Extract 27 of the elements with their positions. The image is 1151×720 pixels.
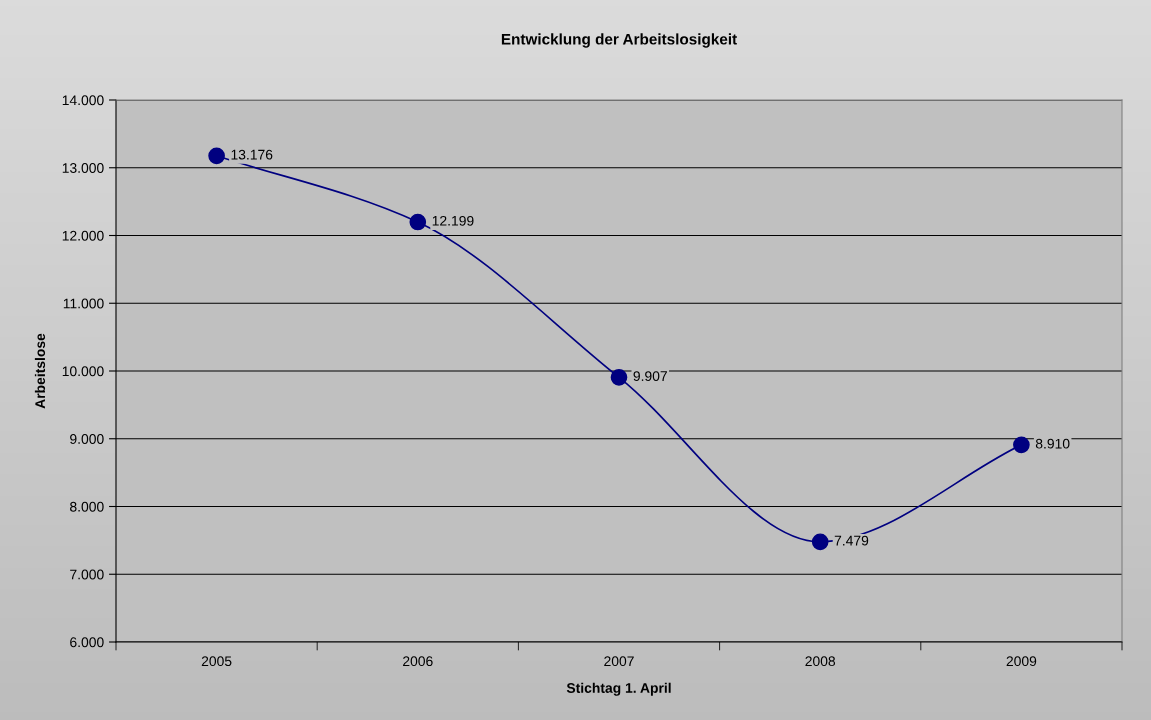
data-label: 7.479 (834, 535, 869, 546)
point (208, 147, 225, 165)
data-label: 9.907 (633, 371, 667, 382)
y-tick-label: 8.000 (70, 501, 104, 512)
y-tick-label: 10.000 (62, 366, 104, 377)
y-tick-label: 12.000 (62, 230, 104, 241)
point (409, 213, 427, 231)
point (610, 368, 628, 386)
data-label: 8.910 (1035, 438, 1070, 449)
x-tick-label: 2009 (1006, 656, 1037, 667)
y-tick-label: 14.000 (62, 95, 104, 106)
chart-title: Entwicklung der Arbeitslosigkeit (501, 33, 737, 48)
y-axis-title: Arbeitslose (34, 333, 46, 409)
data-label: 13.176 (231, 149, 273, 160)
x-tick-label: 2005 (201, 656, 232, 667)
x-axis-title: Stichtag 1. April (566, 682, 671, 696)
y-tick-label: 9.000 (70, 434, 104, 444)
x-tick-label: 2007 (604, 656, 634, 667)
y-tick-label: 13.000 (62, 163, 104, 173)
y-tick-label: 7.000 (70, 569, 104, 580)
data-label: 12.199 (432, 215, 474, 226)
point (811, 533, 829, 551)
y-tick-label: 11.000 (63, 298, 104, 309)
x-tick-label: 2006 (403, 656, 433, 667)
x-tick-label: 2008 (805, 656, 836, 667)
y-tick-label: 6.000 (70, 637, 104, 648)
point (1013, 436, 1030, 454)
